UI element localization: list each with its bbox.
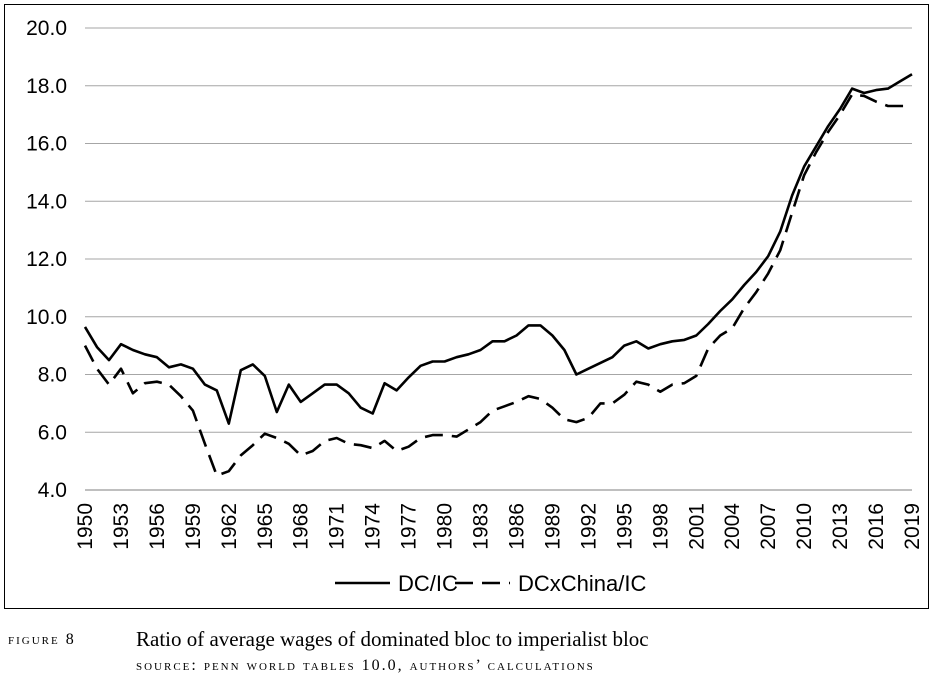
y-tick-label: 10.0 <box>26 306 67 329</box>
x-tick-label: 1986 <box>505 503 528 550</box>
y-tick-label: 12.0 <box>26 248 67 271</box>
x-tick-label: 2013 <box>829 503 852 550</box>
x-tick-label: 1971 <box>326 503 349 550</box>
x-axis-tick-labels: 1950 1953 1956 1959 1962 1965 1968 1971 1974 1977… <box>74 503 924 550</box>
y-tick-label: 6.0 <box>38 421 67 444</box>
line-chart: 4.06.08.010.012.014.016.018.020.0 1950 19… <box>26 17 924 596</box>
y-tick-label: 4.0 <box>38 479 67 502</box>
y-tick-label: 16.0 <box>26 133 67 156</box>
y-tick-label: 8.0 <box>38 364 67 387</box>
figure-title: Ratio of average wages of dominated bloc… <box>136 627 649 651</box>
x-tick-label: 1962 <box>218 503 241 550</box>
x-tick-label: 1950 <box>74 503 97 550</box>
figure-number: FIGURE 8 <box>8 631 76 648</box>
x-tick-label: 1977 <box>398 503 421 550</box>
x-tick-label: 1998 <box>649 503 672 550</box>
x-tick-label: 2007 <box>757 503 780 550</box>
chart-frame: 4.0 6.0 8.0 10.0 12.0 14.0 16.0 18.0 20.0 1950 19… <box>4 4 929 609</box>
x-tick-label: 1974 <box>362 503 385 550</box>
figure-caption: FIGURE 8 Ratio of average wages of domin… <box>8 627 928 687</box>
x-tick-label: 1953 <box>110 503 133 550</box>
y-tick-label: 20.0 <box>26 17 67 40</box>
x-tick-label: 2019 <box>901 503 924 550</box>
series-lines <box>83 73 913 477</box>
x-tick-label: 2016 <box>865 503 888 550</box>
x-tick-label: 1956 <box>146 503 169 550</box>
x-tick-label: 1983 <box>470 503 493 550</box>
x-tick-label: 1989 <box>541 503 564 550</box>
legend-label-dcxchina-ic: DCxChina/IC <box>518 571 646 596</box>
legend-label-dc-ic: DC/IC <box>398 571 458 596</box>
x-tick-label: 1980 <box>434 503 457 550</box>
figure-source: SOURCE: PENN WORLD TABLES 10.0, AUTHORS’… <box>136 657 595 674</box>
series-line-dcxchina-ic <box>83 93 912 477</box>
x-tick-label: 1959 <box>182 503 205 550</box>
y-axis-tick-labels: 4.0 6.0 8.0 10.0 12.0 14.0 16.0 18.0 20.0 <box>26 17 67 502</box>
x-tick-label: 1992 <box>577 503 600 550</box>
x-tick-label: 1995 <box>613 503 636 550</box>
x-tick-label: 2004 <box>721 503 744 550</box>
x-tick-label: 1968 <box>290 503 313 550</box>
y-tick-label: 14.0 <box>26 190 67 213</box>
legend: DC/IC DCxChina/IC <box>335 571 646 596</box>
x-tick-label: 2001 <box>685 503 708 550</box>
x-tick-label: 2010 <box>793 503 816 550</box>
series-line-dc-ic <box>83 73 913 425</box>
gridlines <box>85 27 912 433</box>
x-tick-label: 1965 <box>254 503 277 550</box>
y-tick-label: 18.0 <box>26 75 67 98</box>
